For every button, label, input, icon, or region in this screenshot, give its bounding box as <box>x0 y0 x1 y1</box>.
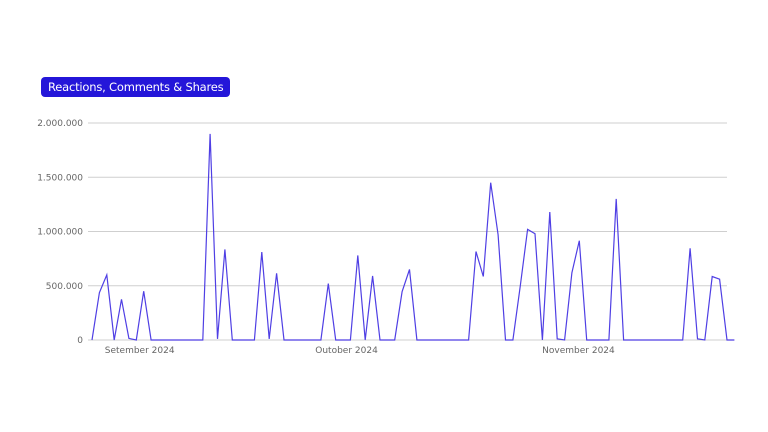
y-tick-label: 2.000.000 <box>37 119 83 129</box>
y-tick-label: 1.000.000 <box>37 228 83 238</box>
y-tick-label: 500.000 <box>46 282 83 292</box>
y-tick-label: 1.500.000 <box>37 173 83 183</box>
x-tick-label: November 2024 <box>542 346 615 356</box>
series-line <box>91 133 735 341</box>
chart-title-badge: Reactions, Comments & Shares <box>41 77 231 97</box>
x-tick-label: Setember 2024 <box>105 346 175 356</box>
y-tick-label: 0 <box>77 336 83 346</box>
x-tick-label: Outober 2024 <box>315 346 378 356</box>
